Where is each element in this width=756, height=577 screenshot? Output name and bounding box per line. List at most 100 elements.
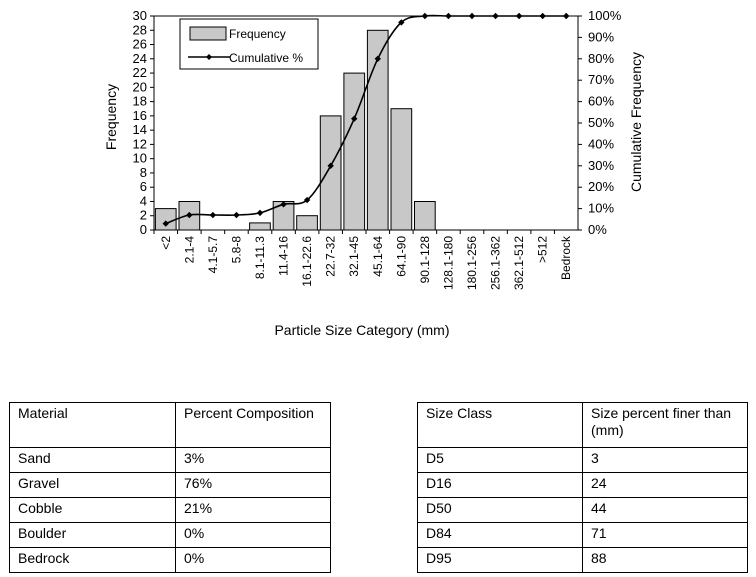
x-axis-label: Particle Size Category (mm) [274, 322, 449, 338]
cumulative-point [233, 211, 240, 219]
x-tick-label: >512 [536, 236, 550, 263]
y2-tick-label: 0% [588, 222, 607, 237]
size-class-cell: D50 [417, 497, 583, 523]
material-cell: Sand [9, 447, 176, 473]
x-tick-label: 128.1-180 [441, 236, 455, 290]
x-tick-label: 180.1-256 [465, 236, 479, 290]
table-row: D95 88 [417, 547, 748, 573]
percent-cell: 3% [175, 447, 331, 473]
size-value-cell: 88 [582, 547, 748, 573]
table-row: D84 71 [417, 522, 748, 548]
size-class-cell: D16 [417, 472, 583, 498]
y2-tick-label: 70% [588, 72, 614, 87]
y2-tick-label: 100% [588, 8, 622, 23]
frequency-bar [390, 108, 413, 231]
frequency-bar [414, 201, 436, 231]
y2-tick-label: 40% [588, 136, 614, 151]
y-axis-label: Frequency [103, 84, 119, 150]
y-tick-label: 20 [133, 79, 147, 94]
x-tick-label: 11.4-16 [277, 236, 291, 276]
x-tick-label: 64.1-90 [394, 236, 408, 277]
percent-cell: 76% [175, 472, 331, 498]
cumulative-point [209, 211, 217, 219]
table-header-row: Size Class Size percent finer than (mm) [417, 402, 748, 448]
x-tick-label: <2 [159, 236, 173, 250]
cumulative-point [374, 55, 381, 62]
y-tick-label: 14 [133, 122, 147, 137]
y-tick-label: 4 [140, 193, 147, 208]
y-tick-label: 28 [133, 22, 147, 37]
cumulative-point [492, 12, 499, 20]
x-tick-label: Bedrock [559, 235, 573, 280]
x-tick-label: 45.1-64 [371, 236, 385, 277]
frequency-bar [319, 115, 342, 231]
x-tick-label: 256.1-362 [489, 236, 503, 290]
cumulative-point [421, 12, 429, 20]
y-tick-label: 8 [140, 165, 147, 180]
table-row: Bedrock 0% [9, 547, 331, 573]
header-material: Material [9, 402, 176, 448]
size-value-cell: 44 [582, 497, 748, 523]
percent-cell: 0% [175, 522, 331, 548]
table-header-row: Material Percent Composition [9, 402, 331, 448]
table-row: D16 24 [417, 472, 748, 498]
y2-tick-label: 30% [588, 158, 614, 173]
y2-tick-label: 20% [588, 179, 614, 194]
cumulative-point [256, 209, 264, 217]
header-percent-composition: Percent Composition [175, 402, 331, 448]
cumulative-point [515, 12, 523, 20]
y-tick-label: 24 [133, 51, 147, 66]
x-tick-label: 8.1-11.3 [253, 236, 267, 279]
header-size-class: Size Class [417, 402, 583, 448]
y-tick-label: 22 [133, 65, 147, 80]
frequency-bar [343, 72, 366, 231]
particle-size-chart: 0246810121416182022242628300%10%20%30%40… [103, 8, 644, 338]
y-tick-label: 0 [140, 222, 147, 237]
table-row: Sand 3% [9, 447, 331, 473]
material-cell: Gravel [9, 472, 176, 498]
y-tick-label: 12 [133, 136, 147, 151]
table-row: Boulder 0% [9, 522, 331, 548]
cumulative-point [351, 115, 358, 122]
x-tick-label: 5.8-8 [229, 236, 243, 264]
frequency-bar [296, 215, 318, 231]
cumulative-point [280, 201, 287, 208]
material-cell: Boulder [9, 522, 176, 548]
cumulative-point [327, 162, 334, 169]
legend-bar-label: Frequency [229, 27, 286, 41]
percent-cell: 21% [175, 497, 331, 523]
frequency-bar [249, 222, 271, 231]
y-tick-label: 2 [140, 208, 147, 223]
y2-tick-label: 90% [588, 29, 614, 44]
cumulative-point [303, 196, 311, 204]
y2-axis-label: Cumulative Frequency [628, 52, 644, 192]
size-value-cell: 24 [582, 472, 748, 498]
material-composition-table: Material Percent Composition Sand 3% Gra… [9, 402, 331, 573]
y-tick-label: 26 [133, 37, 147, 52]
percent-cell: 0% [175, 547, 331, 573]
cumulative-point [186, 211, 193, 219]
y2-tick-label: 80% [588, 51, 614, 66]
table-row: D5 3 [417, 447, 748, 473]
y-tick-label: 10 [133, 151, 147, 166]
cumulative-point [468, 12, 476, 20]
x-tick-label: 16.1-22.6 [300, 236, 314, 287]
x-tick-label: 4.1-5.7 [206, 236, 220, 274]
size-class-cell: D84 [417, 522, 583, 548]
cumulative-point [539, 12, 546, 20]
cumulative-point [398, 19, 405, 26]
x-tick-label: 2.1-4 [182, 236, 196, 264]
x-tick-label: 90.1-128 [418, 236, 432, 284]
frequency-bar [154, 208, 177, 231]
cumulative-point [162, 220, 169, 227]
y2-tick-label: 60% [588, 94, 614, 109]
table-row: Gravel 76% [9, 472, 331, 498]
legend-line-marker [206, 54, 212, 60]
x-tick-label: 22.7-32 [324, 236, 338, 277]
cumulative-point [445, 12, 452, 20]
header-size-percent-finer: Size percent finer than (mm) [582, 402, 748, 448]
cumulative-point [563, 12, 570, 20]
size-value-cell: 3 [582, 447, 748, 473]
y-tick-label: 16 [133, 108, 147, 123]
y-tick-label: 6 [140, 179, 147, 194]
